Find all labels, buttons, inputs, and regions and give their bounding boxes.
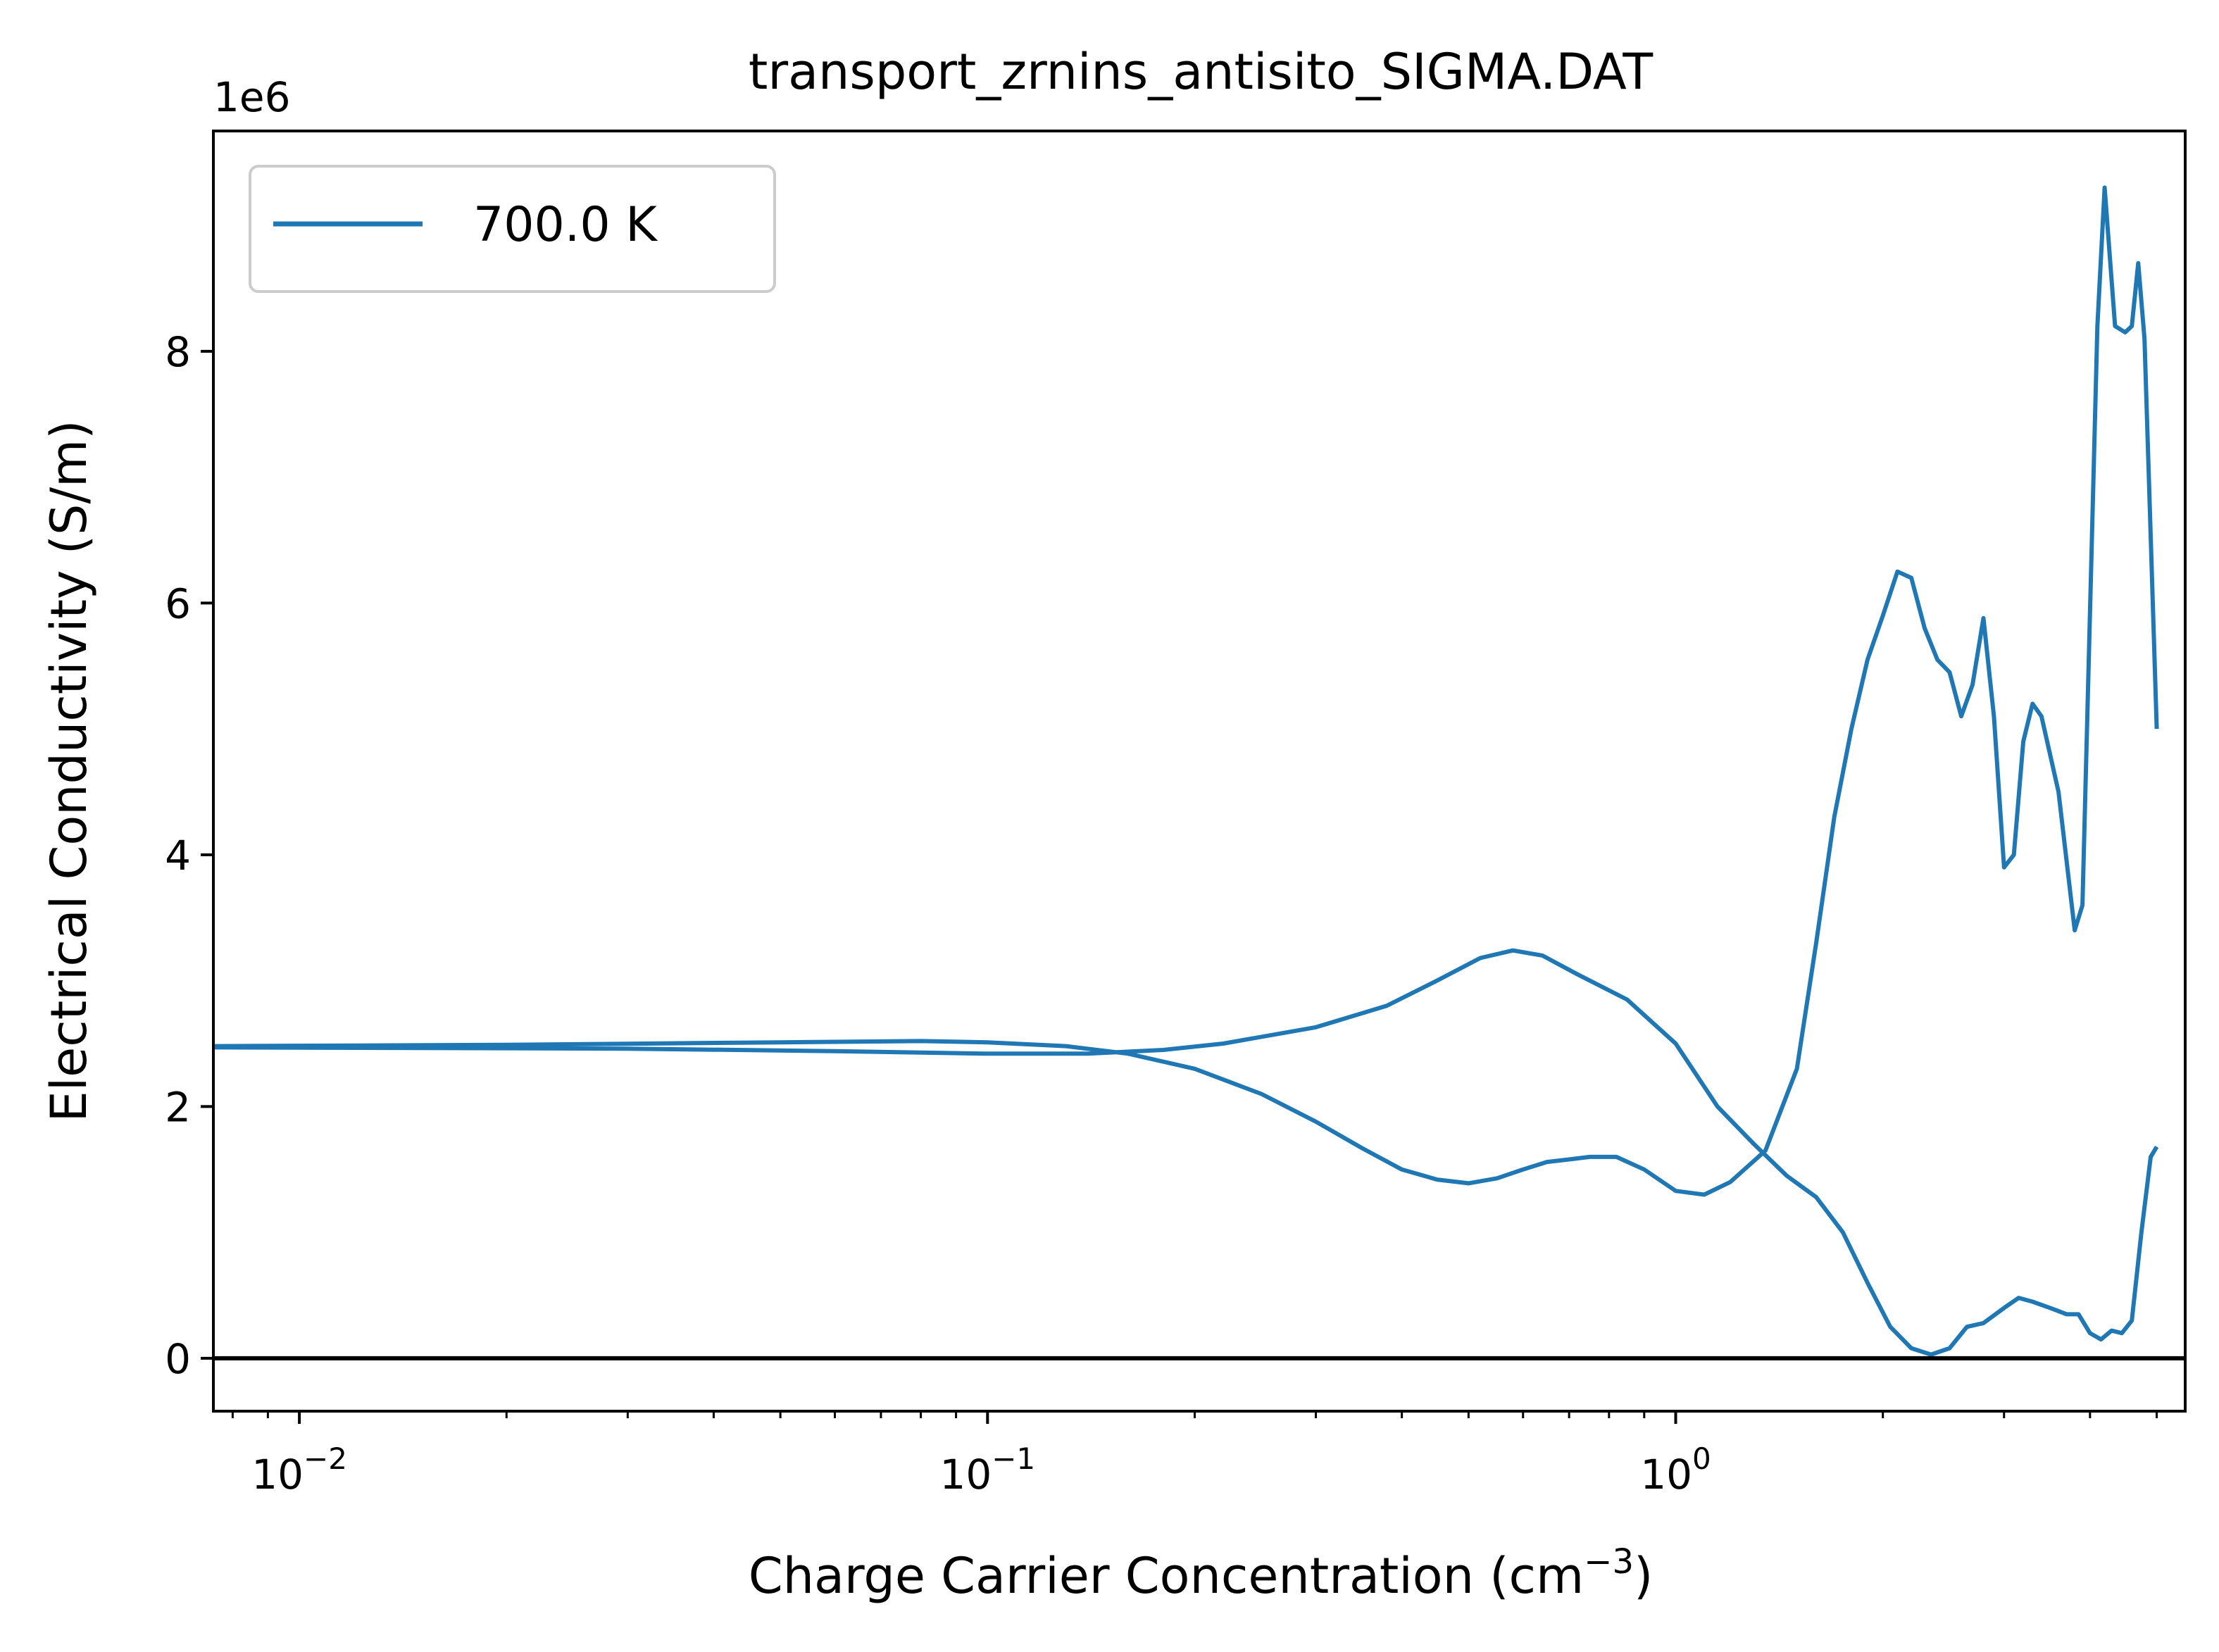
series-0-line-0 — [213, 185, 2159, 1197]
y-tick-label-2: 4 — [165, 832, 191, 880]
legend-entry-label: 700.0 K — [473, 197, 658, 253]
y-tick-label-3: 6 — [165, 580, 191, 627]
x-axis-label-end: ) — [1634, 1547, 1653, 1605]
y-multiplier-label: 1e6 — [213, 73, 291, 121]
plot-area — [213, 185, 2185, 1360]
y-axis-ticks: 0 2 4 6 8 — [165, 328, 213, 1383]
y-tick-label-1: 2 — [165, 1083, 191, 1131]
chart-title: transport_zrnins_antisito_SIGMA.DAT — [749, 43, 1653, 101]
x-tick-label-2: 100 — [1640, 1441, 1711, 1498]
series-0-line-1 — [213, 948, 2159, 1357]
x-axis-label-superscript: −3 — [1584, 1542, 1634, 1582]
x-tick-label-0: 10−2 — [251, 1441, 347, 1498]
x-axis-label: Charge Carrier Concentration (cm−3) — [749, 1542, 1654, 1605]
legend-frame — [249, 165, 776, 293]
legend: 700.0 K — [249, 165, 776, 293]
plot-frame — [212, 130, 2187, 1413]
y-tick-label-4: 8 — [165, 328, 191, 376]
y-axis-label: Electrical Conductivity (S/m) — [40, 420, 98, 1122]
series-layer — [213, 185, 2159, 1357]
y-tick-label-0: 0 — [165, 1335, 191, 1383]
x-tick-label-1: 10−1 — [939, 1441, 1035, 1498]
x-axis-label-main: Charge Carrier Concentration (cm — [749, 1547, 1584, 1605]
x-axis-ticks: 10−2 10−1 100 — [231, 1411, 2158, 1498]
